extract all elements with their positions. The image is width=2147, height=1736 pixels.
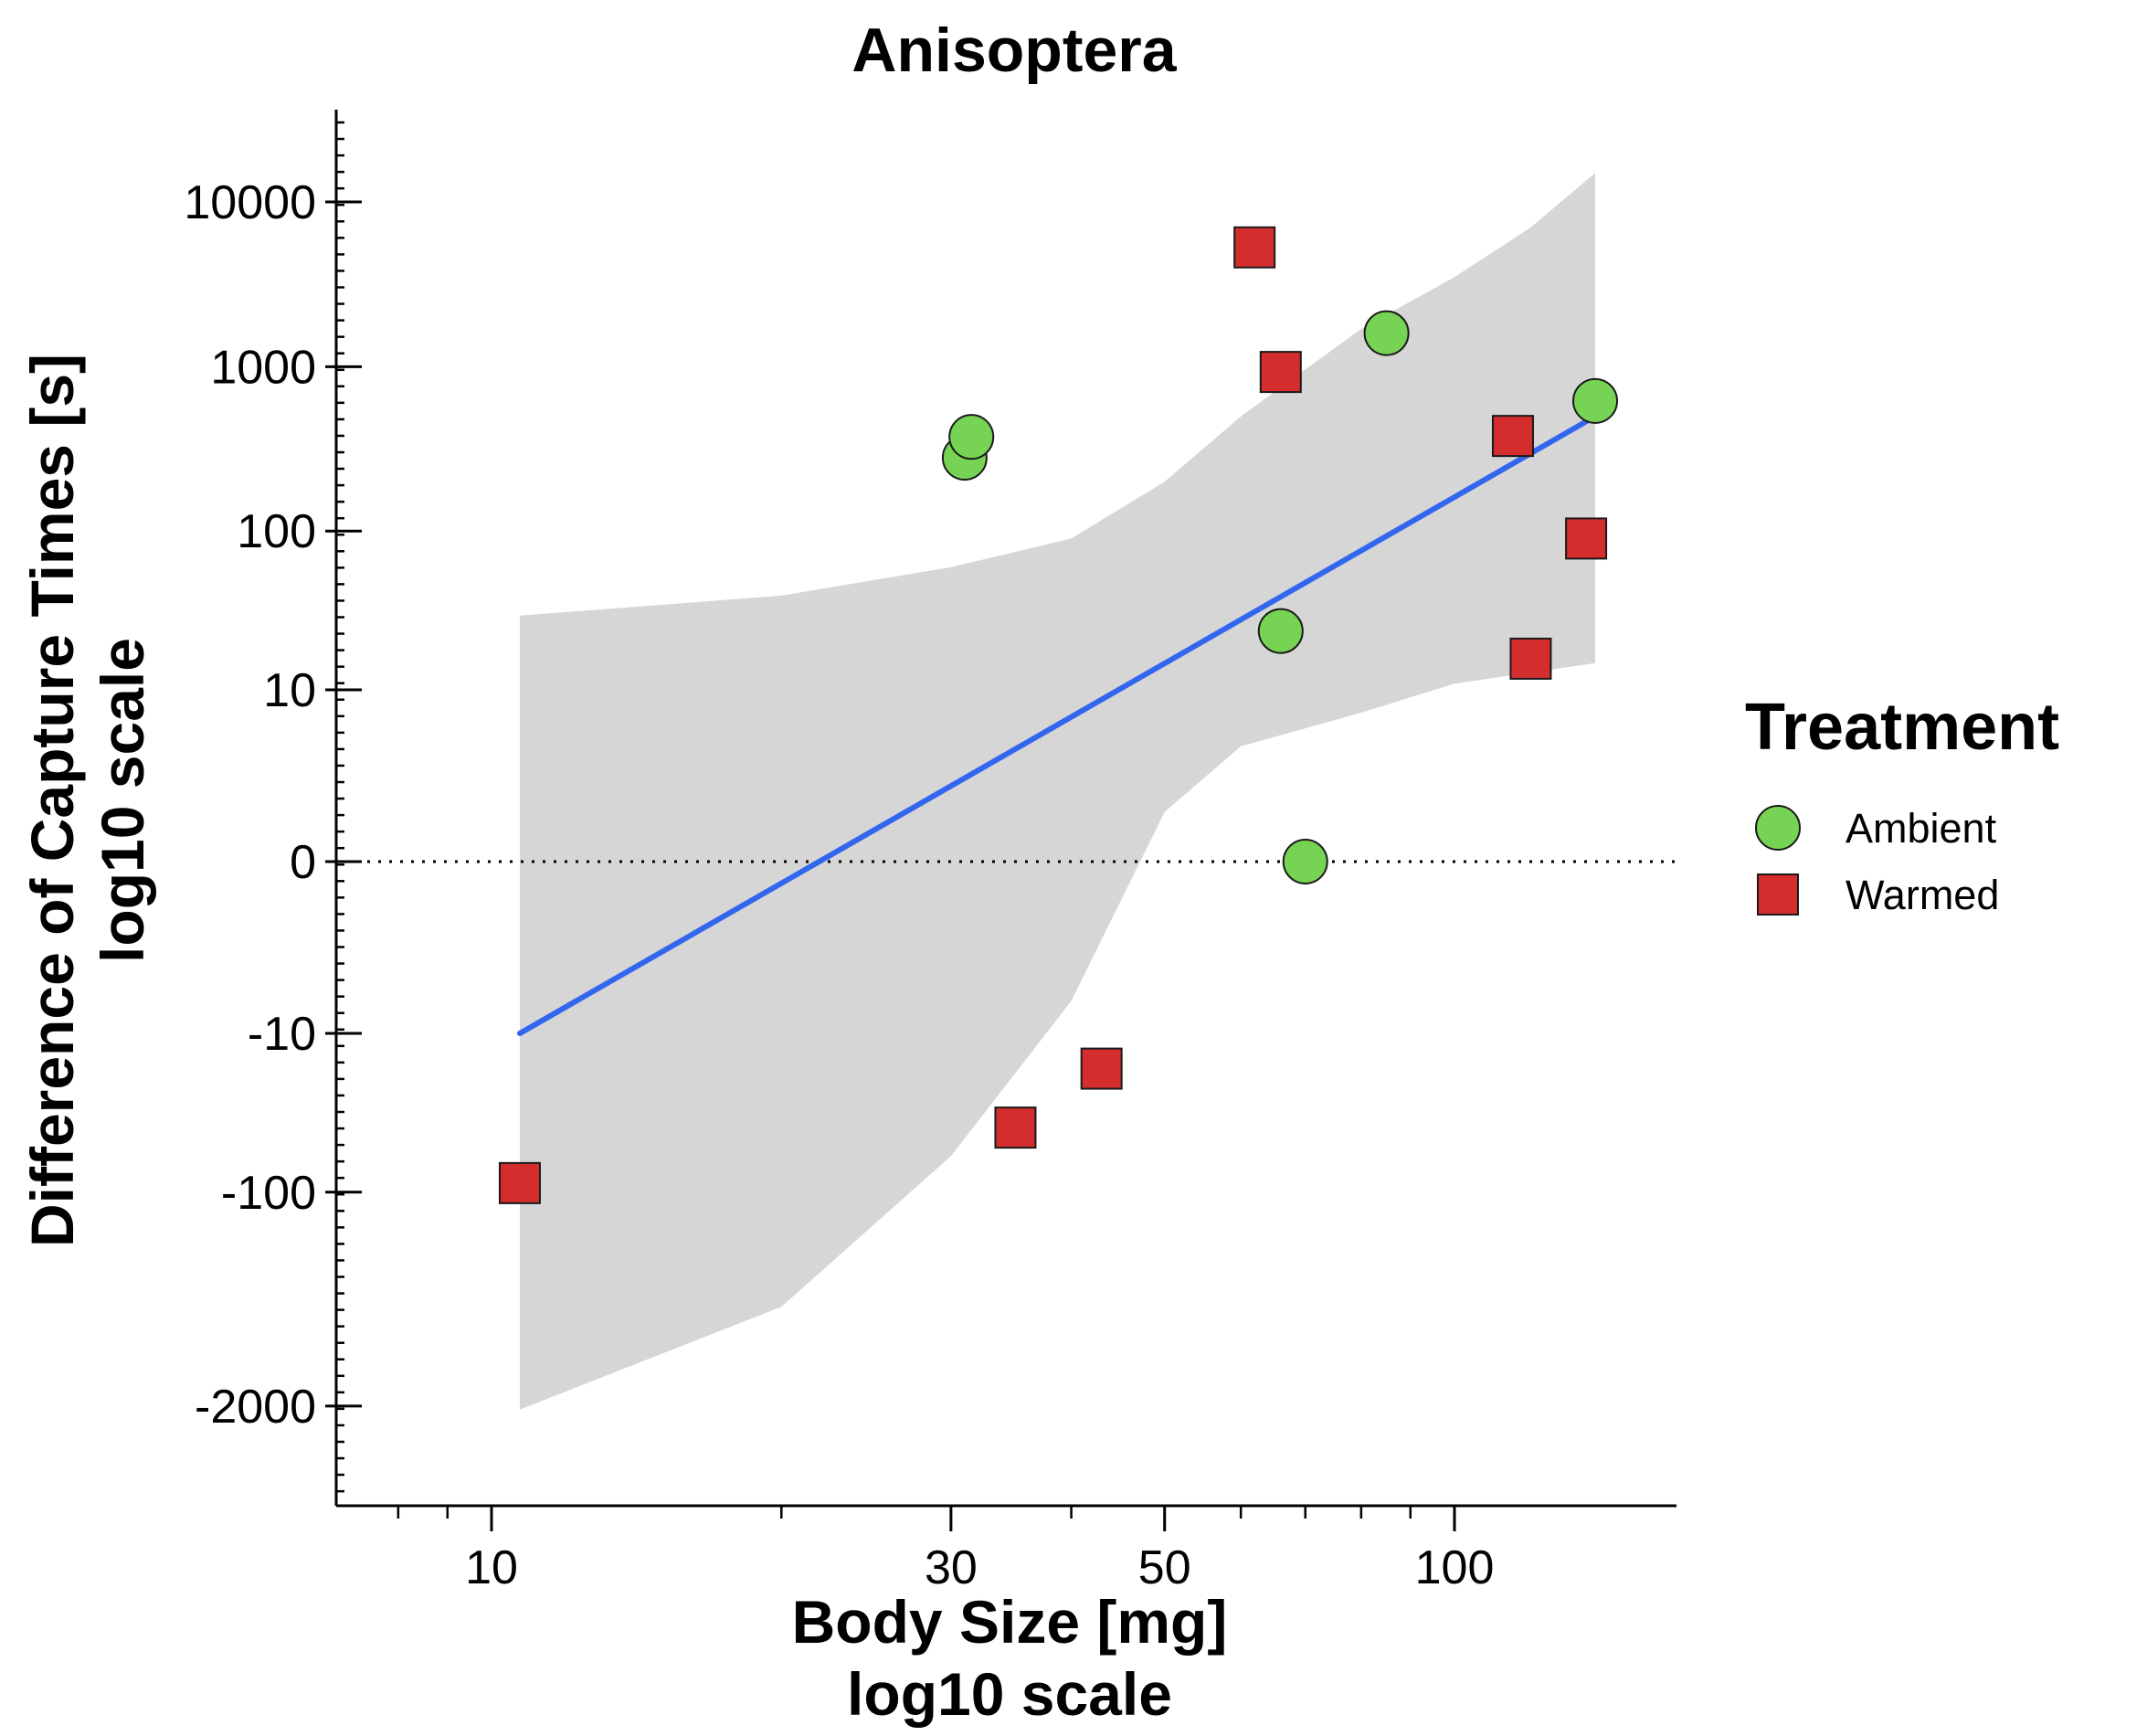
data-point-warmed — [1509, 637, 1552, 680]
legend-label: Ambient — [1846, 805, 1997, 852]
data-point-warmed — [994, 1106, 1037, 1149]
x-axis-ticks: 10 30 50 100 — [397, 1506, 1495, 1594]
fit-line — [516, 413, 1599, 1036]
confidence-band-layer — [520, 173, 1595, 1410]
data-point-warmed — [1233, 226, 1276, 269]
x-axis-title: Body Size [mg] — [792, 1588, 1228, 1656]
data-point-warmed — [1565, 517, 1608, 560]
data-point-warmed — [1491, 415, 1534, 458]
y-tick-label: -100 — [221, 1167, 316, 1220]
legend-key-warmed — [1757, 873, 1799, 916]
y-tick-label: 10000 — [184, 176, 316, 229]
y-tick-label: 0 — [290, 836, 316, 889]
x-tick-label: 50 — [1138, 1541, 1191, 1594]
data-point-warmed — [498, 1161, 541, 1204]
y-tick-label: 100 — [237, 505, 316, 558]
y-tick-label: -2000 — [195, 1381, 316, 1434]
legend-key-ambient — [1755, 805, 1801, 851]
data-point-warmed — [1259, 351, 1302, 394]
data-point-ambient — [1572, 377, 1619, 424]
legend: Treatment Ambient Warmed — [1745, 691, 2059, 918]
x-tick-label: 100 — [1415, 1541, 1495, 1594]
x-tick-label: 10 — [465, 1541, 518, 1594]
y-tick-label: -10 — [248, 1008, 316, 1061]
data-point-ambient — [1282, 839, 1328, 884]
data-points-layer — [498, 226, 1619, 1204]
fit-line-layer — [516, 413, 1599, 1036]
x-tick-label: 30 — [925, 1541, 978, 1594]
y-tick-label: 10 — [263, 664, 316, 717]
legend-items: Ambient Warmed — [1755, 805, 1999, 918]
legend-label: Warmed — [1846, 872, 1999, 918]
data-point-ambient — [948, 414, 995, 460]
legend-title: Treatment — [1745, 691, 2059, 764]
data-point-ambient — [1257, 608, 1304, 654]
y-tick-label: 1000 — [210, 341, 316, 394]
x-axis-subtitle: log10 scale — [847, 1660, 1172, 1728]
chart-title: Anisoptera — [851, 16, 1177, 85]
y-axis-title: Difference of Capture Times [s] — [18, 354, 86, 1247]
data-point-ambient — [1363, 310, 1410, 356]
data-point-warmed — [1080, 1047, 1123, 1090]
y-axis-subtitle: log10 scale — [89, 638, 156, 963]
confidence-band — [520, 173, 1595, 1410]
